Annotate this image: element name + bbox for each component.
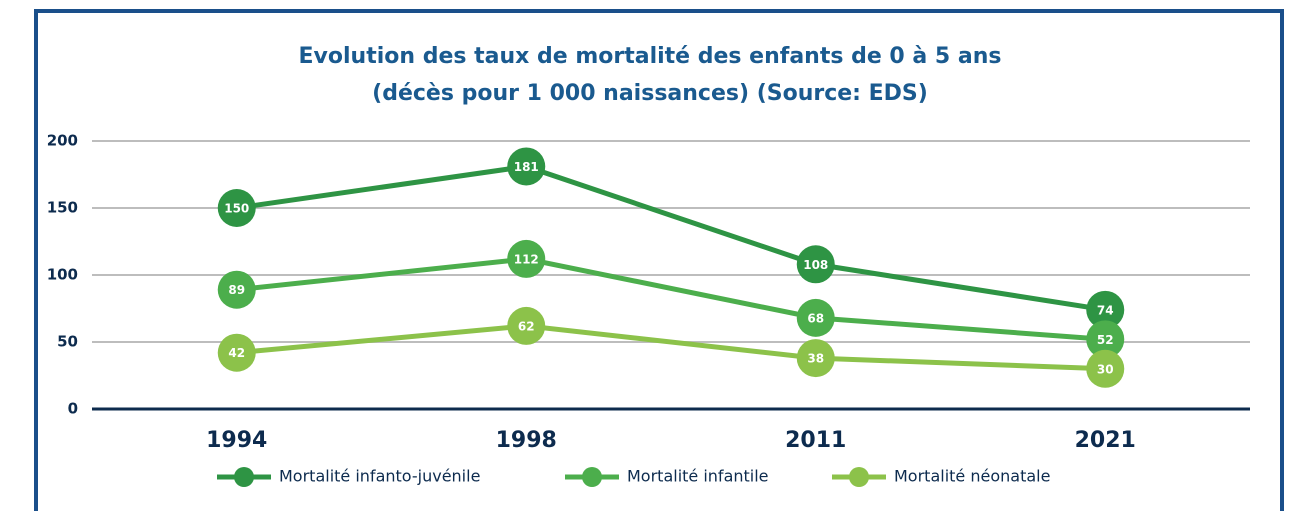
data-label: 30 <box>1097 362 1114 376</box>
data-label: 112 <box>514 252 539 266</box>
point <box>1086 290 1125 329</box>
legend-label: Mortalité infanto-juvénile <box>279 467 480 486</box>
data-label: 62 <box>518 319 535 333</box>
x-tick-label: 2011 <box>785 428 846 453</box>
legend-label: Mortalité infantile <box>627 467 769 486</box>
frame <box>34 9 1284 511</box>
legend-label: Mortalité néonatale <box>894 467 1050 486</box>
point <box>217 270 256 309</box>
point <box>1086 320 1125 359</box>
chart-title: (décès pour 1 000 naissances) (Source: E… <box>372 81 928 106</box>
x-tick-label: 2021 <box>1075 428 1136 453</box>
series-line <box>236 323 1106 372</box>
point <box>507 306 546 345</box>
point <box>217 189 256 227</box>
data-label: 68 <box>807 311 824 325</box>
point <box>796 245 835 284</box>
data-label: 38 <box>807 352 824 366</box>
y-tick-label: 50 <box>57 333 78 351</box>
legend-swatch <box>582 467 602 487</box>
data-label: 108 <box>803 258 828 272</box>
y-tick-label: 150 <box>47 199 78 217</box>
point <box>507 239 546 278</box>
point <box>796 298 835 337</box>
series-line <box>236 163 1106 313</box>
series-line <box>236 256 1106 342</box>
y-tick-label: 200 <box>47 132 78 150</box>
point <box>217 333 256 372</box>
legend-swatch <box>849 467 869 487</box>
point <box>1086 349 1125 388</box>
y-tick-label: 0 <box>68 400 78 418</box>
data-label: 181 <box>514 160 539 174</box>
data-label: 74 <box>1097 303 1114 317</box>
point <box>507 147 546 186</box>
chart-title: Evolution des taux de mortalité des enfa… <box>299 44 1002 69</box>
x-tick-label: 1994 <box>206 428 267 453</box>
data-label: 89 <box>228 283 245 297</box>
data-label: 150 <box>224 202 249 216</box>
legend-swatch <box>234 467 254 487</box>
point <box>796 339 835 378</box>
data-label: 52 <box>1097 333 1114 347</box>
x-tick-label: 1998 <box>496 428 557 453</box>
y-tick-label: 100 <box>47 266 78 284</box>
data-label: 42 <box>228 346 245 360</box>
